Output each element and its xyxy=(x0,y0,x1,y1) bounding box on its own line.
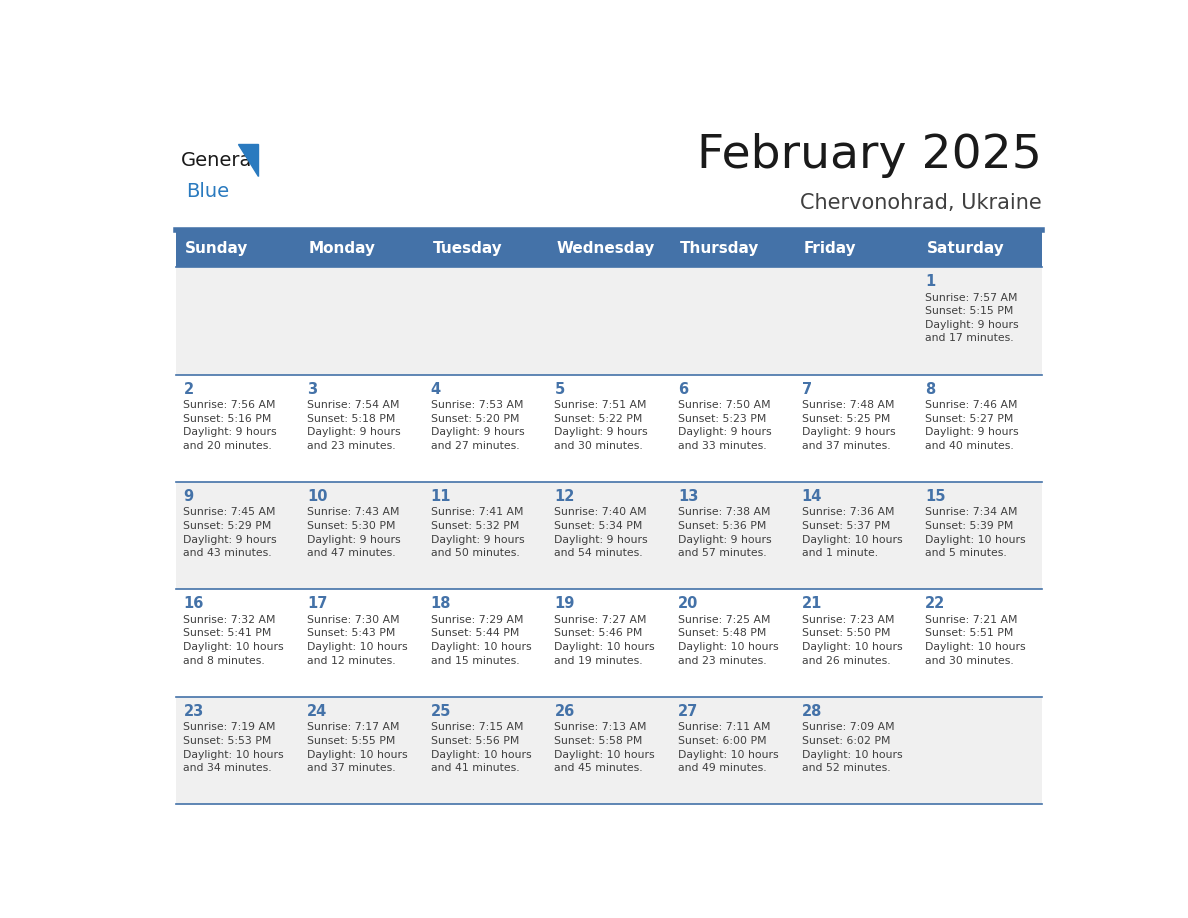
Text: 19: 19 xyxy=(555,597,575,611)
Polygon shape xyxy=(238,144,258,176)
Text: 23: 23 xyxy=(183,704,203,719)
Text: 18: 18 xyxy=(431,597,451,611)
Text: 2: 2 xyxy=(183,382,194,397)
Text: 25: 25 xyxy=(431,704,451,719)
Text: 12: 12 xyxy=(555,489,575,504)
Text: Sunrise: 7:29 AM
Sunset: 5:44 PM
Daylight: 10 hours
and 15 minutes.: Sunrise: 7:29 AM Sunset: 5:44 PM Dayligh… xyxy=(431,615,531,666)
Text: Sunrise: 7:41 AM
Sunset: 5:32 PM
Daylight: 9 hours
and 50 minutes.: Sunrise: 7:41 AM Sunset: 5:32 PM Dayligh… xyxy=(431,508,524,558)
Text: Sunrise: 7:54 AM
Sunset: 5:18 PM
Daylight: 9 hours
and 23 minutes.: Sunrise: 7:54 AM Sunset: 5:18 PM Dayligh… xyxy=(308,400,400,451)
Text: 20: 20 xyxy=(678,597,699,611)
Text: Sunday: Sunday xyxy=(185,241,248,256)
Text: Sunrise: 7:40 AM
Sunset: 5:34 PM
Daylight: 9 hours
and 54 minutes.: Sunrise: 7:40 AM Sunset: 5:34 PM Dayligh… xyxy=(555,508,647,558)
Text: 11: 11 xyxy=(431,489,451,504)
Bar xyxy=(176,230,1042,267)
Bar xyxy=(176,697,1042,804)
Text: Sunrise: 7:25 AM
Sunset: 5:48 PM
Daylight: 10 hours
and 23 minutes.: Sunrise: 7:25 AM Sunset: 5:48 PM Dayligh… xyxy=(678,615,778,666)
Text: 6: 6 xyxy=(678,382,688,397)
Text: 22: 22 xyxy=(925,597,946,611)
Text: 10: 10 xyxy=(308,489,328,504)
Text: Sunrise: 7:43 AM
Sunset: 5:30 PM
Daylight: 9 hours
and 47 minutes.: Sunrise: 7:43 AM Sunset: 5:30 PM Dayligh… xyxy=(308,508,400,558)
Text: Sunrise: 7:13 AM
Sunset: 5:58 PM
Daylight: 10 hours
and 45 minutes.: Sunrise: 7:13 AM Sunset: 5:58 PM Dayligh… xyxy=(555,722,655,773)
Text: 17: 17 xyxy=(308,597,328,611)
Text: Thursday: Thursday xyxy=(680,241,759,256)
Text: 5: 5 xyxy=(555,382,564,397)
Text: 7: 7 xyxy=(802,382,811,397)
Text: Sunrise: 7:09 AM
Sunset: 6:02 PM
Daylight: 10 hours
and 52 minutes.: Sunrise: 7:09 AM Sunset: 6:02 PM Dayligh… xyxy=(802,722,903,773)
Text: February 2025: February 2025 xyxy=(696,133,1042,178)
Text: General: General xyxy=(181,151,258,170)
Text: 28: 28 xyxy=(802,704,822,719)
Text: 9: 9 xyxy=(183,489,194,504)
Text: 21: 21 xyxy=(802,597,822,611)
Text: Sunrise: 7:36 AM
Sunset: 5:37 PM
Daylight: 10 hours
and 1 minute.: Sunrise: 7:36 AM Sunset: 5:37 PM Dayligh… xyxy=(802,508,903,558)
Text: Sunrise: 7:32 AM
Sunset: 5:41 PM
Daylight: 10 hours
and 8 minutes.: Sunrise: 7:32 AM Sunset: 5:41 PM Dayligh… xyxy=(183,615,284,666)
Text: Sunrise: 7:51 AM
Sunset: 5:22 PM
Daylight: 9 hours
and 30 minutes.: Sunrise: 7:51 AM Sunset: 5:22 PM Dayligh… xyxy=(555,400,647,451)
Text: 1: 1 xyxy=(925,274,936,289)
Text: Sunrise: 7:45 AM
Sunset: 5:29 PM
Daylight: 9 hours
and 43 minutes.: Sunrise: 7:45 AM Sunset: 5:29 PM Dayligh… xyxy=(183,508,277,558)
Text: Sunrise: 7:27 AM
Sunset: 5:46 PM
Daylight: 10 hours
and 19 minutes.: Sunrise: 7:27 AM Sunset: 5:46 PM Dayligh… xyxy=(555,615,655,666)
Text: Wednesday: Wednesday xyxy=(556,241,655,256)
Text: Chervonohrad, Ukraine: Chervonohrad, Ukraine xyxy=(800,193,1042,213)
Text: Friday: Friday xyxy=(803,241,857,256)
Text: Blue: Blue xyxy=(187,182,229,201)
Text: Sunrise: 7:56 AM
Sunset: 5:16 PM
Daylight: 9 hours
and 20 minutes.: Sunrise: 7:56 AM Sunset: 5:16 PM Dayligh… xyxy=(183,400,277,451)
Text: Sunrise: 7:38 AM
Sunset: 5:36 PM
Daylight: 9 hours
and 57 minutes.: Sunrise: 7:38 AM Sunset: 5:36 PM Dayligh… xyxy=(678,508,772,558)
Bar xyxy=(176,375,1042,482)
Text: Sunrise: 7:50 AM
Sunset: 5:23 PM
Daylight: 9 hours
and 33 minutes.: Sunrise: 7:50 AM Sunset: 5:23 PM Dayligh… xyxy=(678,400,772,451)
Text: Sunrise: 7:15 AM
Sunset: 5:56 PM
Daylight: 10 hours
and 41 minutes.: Sunrise: 7:15 AM Sunset: 5:56 PM Dayligh… xyxy=(431,722,531,773)
Text: Sunrise: 7:48 AM
Sunset: 5:25 PM
Daylight: 9 hours
and 37 minutes.: Sunrise: 7:48 AM Sunset: 5:25 PM Dayligh… xyxy=(802,400,896,451)
Text: 13: 13 xyxy=(678,489,699,504)
Text: 27: 27 xyxy=(678,704,699,719)
Text: Sunrise: 7:21 AM
Sunset: 5:51 PM
Daylight: 10 hours
and 30 minutes.: Sunrise: 7:21 AM Sunset: 5:51 PM Dayligh… xyxy=(925,615,1026,666)
Text: 3: 3 xyxy=(308,382,317,397)
Text: Sunrise: 7:19 AM
Sunset: 5:53 PM
Daylight: 10 hours
and 34 minutes.: Sunrise: 7:19 AM Sunset: 5:53 PM Dayligh… xyxy=(183,722,284,773)
Text: Sunrise: 7:34 AM
Sunset: 5:39 PM
Daylight: 10 hours
and 5 minutes.: Sunrise: 7:34 AM Sunset: 5:39 PM Dayligh… xyxy=(925,508,1026,558)
Text: Sunrise: 7:46 AM
Sunset: 5:27 PM
Daylight: 9 hours
and 40 minutes.: Sunrise: 7:46 AM Sunset: 5:27 PM Dayligh… xyxy=(925,400,1019,451)
Text: Saturday: Saturday xyxy=(927,241,1005,256)
Text: 24: 24 xyxy=(308,704,328,719)
Text: 8: 8 xyxy=(925,382,936,397)
Text: Monday: Monday xyxy=(309,241,375,256)
Text: Sunrise: 7:53 AM
Sunset: 5:20 PM
Daylight: 9 hours
and 27 minutes.: Sunrise: 7:53 AM Sunset: 5:20 PM Dayligh… xyxy=(431,400,524,451)
Text: 14: 14 xyxy=(802,489,822,504)
Text: 4: 4 xyxy=(431,382,441,397)
Bar xyxy=(176,482,1042,589)
Text: Tuesday: Tuesday xyxy=(432,241,503,256)
Text: Sunrise: 7:11 AM
Sunset: 6:00 PM
Daylight: 10 hours
and 49 minutes.: Sunrise: 7:11 AM Sunset: 6:00 PM Dayligh… xyxy=(678,722,778,773)
Text: Sunrise: 7:23 AM
Sunset: 5:50 PM
Daylight: 10 hours
and 26 minutes.: Sunrise: 7:23 AM Sunset: 5:50 PM Dayligh… xyxy=(802,615,903,666)
Text: Sunrise: 7:17 AM
Sunset: 5:55 PM
Daylight: 10 hours
and 37 minutes.: Sunrise: 7:17 AM Sunset: 5:55 PM Dayligh… xyxy=(308,722,407,773)
Text: 26: 26 xyxy=(555,704,575,719)
Text: 15: 15 xyxy=(925,489,946,504)
Text: Sunrise: 7:30 AM
Sunset: 5:43 PM
Daylight: 10 hours
and 12 minutes.: Sunrise: 7:30 AM Sunset: 5:43 PM Dayligh… xyxy=(308,615,407,666)
Text: 16: 16 xyxy=(183,597,204,611)
Bar xyxy=(176,267,1042,375)
Text: Sunrise: 7:57 AM
Sunset: 5:15 PM
Daylight: 9 hours
and 17 minutes.: Sunrise: 7:57 AM Sunset: 5:15 PM Dayligh… xyxy=(925,293,1019,343)
Bar xyxy=(176,589,1042,697)
